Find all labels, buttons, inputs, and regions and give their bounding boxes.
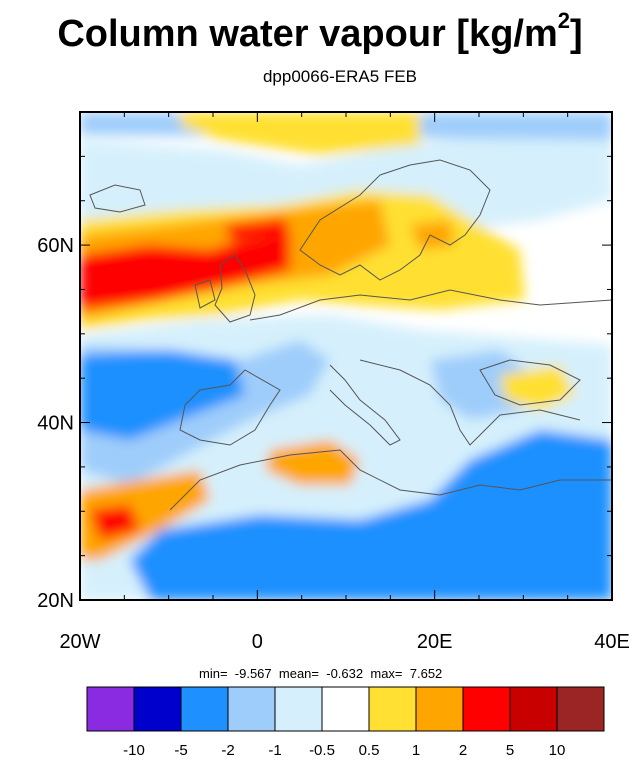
y-tick-label: 60N	[37, 235, 74, 257]
colorbar-box	[368, 686, 417, 732]
coastline-continent	[249, 289, 612, 321]
coastline-italy	[329, 364, 401, 446]
coastline-ireland	[194, 279, 216, 309]
colorbar-box	[274, 686, 323, 732]
field-strong-negative-africa	[130, 430, 612, 600]
colorbar-box	[556, 686, 605, 732]
coastlines	[89, 159, 612, 511]
coastline-scandinavia	[299, 159, 491, 281]
field-positive-black-sea	[500, 365, 575, 410]
stat-min-value: -9.567	[234, 666, 272, 681]
coastline-britain	[214, 254, 256, 323]
field-positive-scandinavia	[410, 220, 455, 250]
coastline-iberia	[179, 369, 281, 446]
field-positive-morocco-core	[90, 505, 140, 540]
colorbar: -10 -5 -2 -1 -0.5 0.5 1 2 5 10	[86, 686, 605, 759]
colorbar-label: 5	[506, 742, 514, 759]
stat-min-label: min=	[199, 666, 228, 681]
colorbar-label: 2	[459, 742, 467, 759]
colorbar-label: -1	[268, 742, 281, 759]
colorbar-label: -10	[123, 742, 145, 759]
colorbar-box	[86, 686, 135, 732]
data-field	[80, 112, 612, 600]
x-tick-label: 40E	[594, 631, 630, 653]
field-positive-top	[180, 112, 420, 155]
colorbar-label: -2	[221, 742, 234, 759]
stat-mean-label: mean=	[278, 666, 320, 681]
x-tick-label: 20W	[59, 631, 100, 653]
stat-mean-value: -0.632	[326, 666, 364, 681]
x-tick-label: 0	[252, 631, 263, 653]
colorbar-box	[462, 686, 511, 732]
field-negative-arctic	[80, 135, 612, 230]
colorbar-label: 0.5	[359, 742, 380, 759]
title-text: Column water vapour [kg/m	[57, 13, 558, 55]
stat-max-value: 7.652	[409, 666, 443, 681]
field-positive-sahara	[265, 440, 360, 485]
colorbar-box	[227, 686, 276, 732]
colorbar-label: -0.5	[309, 742, 335, 759]
colorbar-box	[180, 686, 229, 732]
coastline-iceland	[89, 184, 146, 213]
title-exponent: 2	[557, 8, 570, 33]
y-tick-label: 40N	[37, 413, 74, 435]
title-close: ]	[570, 13, 583, 55]
x-tick-label: 20E	[417, 631, 453, 653]
stats-line: min= -9.567 mean= -0.632 max= 7.652	[199, 666, 442, 681]
field-positive-morocco	[80, 470, 210, 560]
colorbar-box	[509, 686, 558, 732]
coastline-balkans	[359, 359, 581, 446]
coastline-black-sea	[479, 359, 581, 406]
stat-max-label: max=	[370, 666, 403, 681]
map-axes: 20W 0 20E 40E 20N 40N 60N	[37, 111, 630, 653]
map-title: Column water vapour [kg/m2]	[0, 8, 640, 56]
colorbar-label: 1	[412, 742, 420, 759]
colorbar-label: -5	[174, 742, 187, 759]
colorbar-box	[415, 686, 464, 732]
coastline-north-africa	[169, 449, 612, 511]
field-positive-east	[480, 250, 525, 305]
field-strong-positive	[80, 235, 290, 310]
field-strong-positive-north	[225, 218, 290, 240]
colorbar-box	[133, 686, 182, 732]
field-strong-negative-atlantic	[80, 350, 245, 440]
colorbar-box	[321, 686, 370, 732]
y-tick-label: 20N	[37, 590, 74, 612]
colorbar-label: 10	[549, 742, 566, 759]
map-subtitle: dpp0066-ERA5 FEB	[262, 67, 418, 86]
